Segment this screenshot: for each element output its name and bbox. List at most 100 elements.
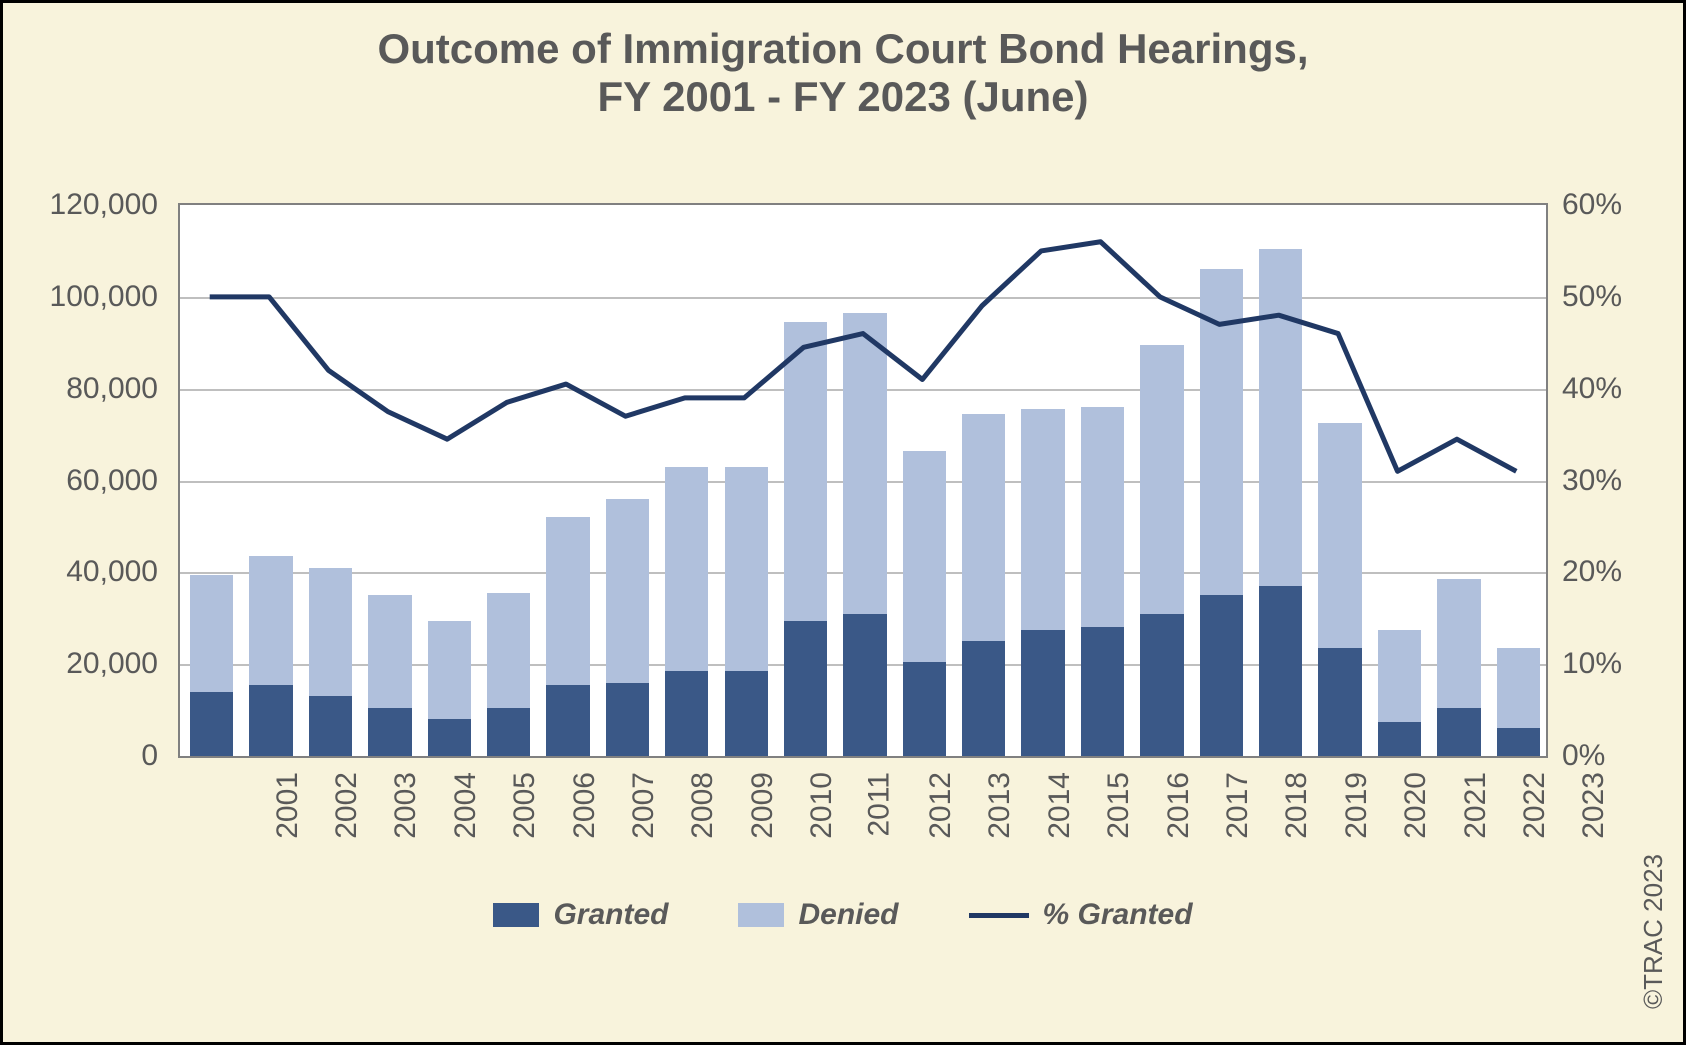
y1-tick-label: 0 [141, 739, 158, 773]
legend-swatch-pct-granted [969, 913, 1029, 918]
x-tick-label: 2017 [1221, 772, 1255, 839]
bar-group [665, 205, 708, 756]
bar-segment-denied [428, 621, 471, 720]
bar-segment-granted [190, 692, 233, 756]
bar-group [1378, 205, 1421, 756]
bar-segment-granted [1497, 728, 1540, 756]
bar-group [903, 205, 946, 756]
bar-segment-denied [903, 451, 946, 662]
bar-segment-denied [546, 517, 589, 685]
bar-group [843, 205, 886, 756]
bar-group [606, 205, 649, 756]
bar-segment-granted [487, 708, 530, 756]
bar-segment-granted [249, 685, 292, 756]
bar-segment-denied [606, 499, 649, 683]
copyright-text: ©TRAC 2023 [1638, 854, 1669, 1009]
bar-segment-granted [546, 685, 589, 756]
y1-tick-label: 60,000 [66, 464, 158, 498]
y2-tick-label: 40% [1562, 372, 1622, 406]
x-tick-label: 2013 [983, 772, 1017, 839]
chart-title-line2: FY 2001 - FY 2023 (June) [3, 73, 1683, 121]
y2-tick-label: 0% [1562, 739, 1605, 773]
bar-segment-denied [1378, 630, 1421, 722]
x-tick-label: 2005 [508, 772, 542, 839]
bar-segment-denied [487, 593, 530, 708]
chart-title: Outcome of Immigration Court Bond Hearin… [3, 25, 1683, 122]
bar-segment-granted [1200, 595, 1243, 756]
x-tick-label: 2009 [746, 772, 780, 839]
chart-container: Outcome of Immigration Court Bond Hearin… [0, 0, 1686, 1045]
x-tick-label: 2015 [1102, 772, 1136, 839]
bar-group [309, 205, 352, 756]
y1-tick-label: 80,000 [66, 372, 158, 406]
bar-segment-denied [1437, 579, 1480, 708]
x-tick-label: 2020 [1399, 772, 1433, 839]
legend-item-granted: Granted [493, 898, 668, 932]
x-tick-label: 2012 [924, 772, 958, 839]
bar-segment-denied [1021, 409, 1064, 629]
bar-segment-granted [309, 696, 352, 756]
legend-label-granted: Granted [553, 898, 668, 932]
y1-tick-label: 40,000 [66, 555, 158, 589]
chart-title-line1: Outcome of Immigration Court Bond Hearin… [3, 25, 1683, 73]
y2-tick-label: 20% [1562, 555, 1622, 589]
x-tick-label: 2002 [330, 772, 364, 839]
bar-segment-denied [1200, 269, 1243, 595]
bar-segment-denied [784, 322, 827, 620]
x-tick-label: 2008 [686, 772, 720, 839]
bar-segment-granted [428, 719, 471, 756]
bar-segment-denied [1081, 407, 1124, 627]
bar-group [962, 205, 1005, 756]
bar-segment-denied [249, 556, 292, 685]
bar-segment-denied [665, 467, 708, 671]
bar-segment-granted [1259, 586, 1302, 756]
x-tick-label: 2007 [627, 772, 661, 839]
legend: Granted Denied % Granted [3, 898, 1683, 932]
x-tick-label: 2021 [1458, 772, 1492, 839]
bar-segment-granted [1437, 708, 1480, 756]
bar-segment-denied [368, 595, 411, 707]
bar-group [368, 205, 411, 756]
x-tick-label: 2016 [1161, 772, 1195, 839]
y2-tick-label: 10% [1562, 647, 1622, 681]
bar-group [1200, 205, 1243, 756]
bar-group [725, 205, 768, 756]
legend-item-denied: Denied [738, 898, 898, 932]
bar-segment-granted [1021, 630, 1064, 756]
bar-segment-granted [1081, 627, 1124, 756]
x-tick-label: 2004 [449, 772, 483, 839]
bar-group [1437, 205, 1480, 756]
bar-segment-granted [962, 641, 1005, 756]
x-tick-label: 2014 [1043, 772, 1077, 839]
y1-tick-label: 20,000 [66, 647, 158, 681]
bar-group [487, 205, 530, 756]
bar-segment-granted [725, 671, 768, 756]
bar-segment-granted [843, 614, 886, 756]
legend-label-denied: Denied [798, 898, 898, 932]
y2-tick-label: 60% [1562, 188, 1622, 222]
bar-group [249, 205, 292, 756]
bar-group [190, 205, 233, 756]
x-tick-label: 2003 [389, 772, 423, 839]
bar-segment-granted [903, 662, 946, 756]
bar-segment-denied [843, 313, 886, 614]
x-tick-label: 2019 [1339, 772, 1373, 839]
legend-label-pct-granted: % Granted [1043, 898, 1193, 932]
bar-segment-denied [1318, 423, 1361, 648]
x-tick-label: 2018 [1280, 772, 1314, 839]
bar-segment-denied [1259, 249, 1302, 586]
bar-segment-denied [190, 575, 233, 692]
y1-tick-label: 100,000 [50, 280, 158, 314]
x-tick-label: 2022 [1518, 772, 1552, 839]
bar-segment-granted [665, 671, 708, 756]
x-tick-label: 2010 [805, 772, 839, 839]
bar-group [428, 205, 471, 756]
legend-item-pct-granted: % Granted [969, 898, 1193, 932]
x-tick-label: 2023 [1577, 772, 1611, 839]
bar-group [1021, 205, 1064, 756]
y1-tick-label: 120,000 [50, 188, 158, 222]
bar-segment-denied [1140, 345, 1183, 614]
y2-tick-label: 50% [1562, 280, 1622, 314]
bar-group [784, 205, 827, 756]
x-tick-label: 2011 [862, 772, 896, 837]
